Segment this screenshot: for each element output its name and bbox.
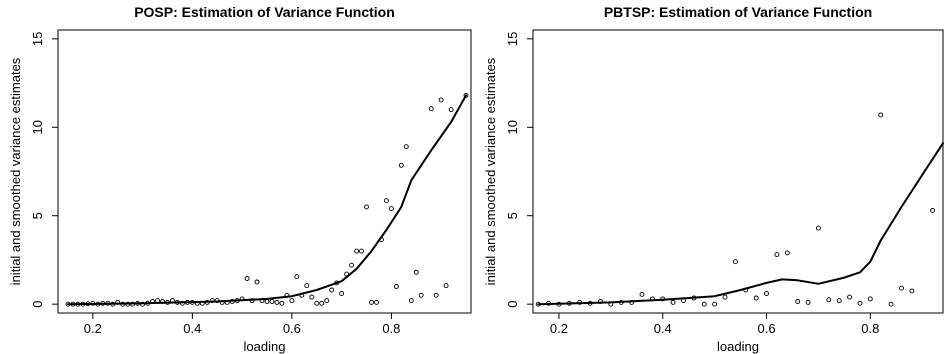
posp-initial-estimate-point (403, 144, 409, 150)
pbtsp-initial-estimate-point (670, 299, 676, 305)
pbtsp-x-tick-label: 0.8 (861, 321, 879, 336)
posp-initial-estimate-point (324, 298, 330, 304)
pbtsp-initial-estimate-point (815, 225, 821, 231)
posp-initial-estimate-point (329, 287, 335, 293)
posp-initial-estimate-point (354, 248, 360, 254)
posp-variance-plot: POSP: Estimation of Variance Function loa… (8, 4, 472, 354)
pbtsp-initial-estimate-point (867, 296, 873, 302)
posp-initial-estimate-point (254, 279, 260, 285)
posp-x-axis-label: loading (244, 339, 286, 354)
pbtsp-initial-estimate-point (795, 299, 801, 304)
posp-chart-title: POSP: Estimation of Variance Function (134, 4, 395, 20)
posp-initial-estimate-point (369, 299, 374, 305)
pbtsp-initial-estimate-point (899, 285, 904, 291)
posp-initial-estimate-point (294, 274, 300, 280)
pbtsp-initial-estimate-point (712, 301, 718, 307)
pbtsp-initial-estimate-point (753, 295, 759, 301)
posp-initial-estimate-point (388, 206, 394, 212)
pbtsp-y-tick-label: 10 (505, 120, 520, 134)
pbtsp-initial-estimate-point (701, 301, 707, 307)
pbtsp-y-tick-label: 15 (505, 32, 520, 46)
pbtsp-initial-estimate-point (774, 252, 780, 258)
posp-initial-estimate-point (408, 298, 414, 304)
posp-initial-estimate-point (304, 283, 310, 289)
posp-initial-estimate-point (349, 262, 355, 268)
posp-y-tick-label: 0 (30, 301, 45, 308)
posp-initial-estimate-point (339, 291, 345, 296)
pbtsp-y-axis-label: initial and smoothed variance estimates (483, 57, 498, 285)
posp-smoothed-variance-line (67, 94, 467, 306)
posp-initial-estimate-point (393, 284, 399, 289)
posp-initial-estimate-point (428, 106, 434, 112)
pbtsp-initial-estimate-point (722, 294, 728, 300)
posp-initial-estimate-point (314, 300, 320, 306)
posp-initial-estimate-point (413, 269, 419, 275)
posp-initial-estimate-point (359, 248, 364, 254)
pbtsp-x-tick-label: 0.4 (654, 321, 672, 336)
pbtsp-initial-estimate-point (909, 288, 915, 294)
posp-y-axis-label: initial and smoothed variance estimates (8, 57, 23, 285)
pbtsp-x-axis-label: loading (717, 339, 759, 354)
posp-plot-frame (57, 29, 472, 314)
pbtsp-initial-estimate-point (784, 250, 790, 256)
posp-initial-estimate-point (319, 300, 325, 306)
posp-initial-estimate-point (433, 292, 439, 298)
pbtsp-initial-estimate-point (836, 298, 842, 304)
posp-x-tick-label: 0.2 (84, 321, 102, 336)
posp-y-tick-label: 5 (30, 212, 45, 219)
posp-x-tick-label: 0.6 (283, 321, 301, 336)
pbtsp-x-tick-label: 0.6 (758, 321, 776, 336)
pbtsp-initial-estimate-point (930, 207, 936, 213)
pbtsp-y-tick-label: 5 (505, 212, 520, 219)
pbtsp-chart-title: PBTSP: Estimation of Variance Function (604, 4, 872, 20)
pbtsp-initial-estimate-point (826, 297, 832, 303)
pbtsp-initial-estimate-point (847, 294, 853, 300)
pbtsp-initial-estimate-point (878, 112, 884, 118)
posp-initial-estimate-point (244, 276, 250, 281)
pbtsp-plot-frame (532, 29, 944, 314)
posp-y-tick-label: 10 (30, 120, 45, 134)
posp-initial-estimate-point (383, 198, 389, 204)
posp-initial-estimate-point (443, 283, 449, 289)
posp-initial-estimate-point (418, 292, 424, 298)
posp-x-tick-label: 0.4 (183, 321, 201, 336)
posp-initial-estimate-point (309, 294, 315, 300)
pbtsp-initial-estimate-point (732, 259, 738, 265)
posp-initial-estimate-point (364, 204, 369, 210)
pbtsp-initial-estimate-point (805, 299, 811, 305)
pbtsp-initial-estimate-point (764, 291, 769, 296)
posp-initial-estimate-point (289, 298, 295, 304)
posp-initial-estimate-point (274, 299, 280, 305)
posp-x-tick-label: 0.8 (382, 321, 400, 336)
pbtsp-initial-estimate-point (888, 301, 894, 307)
pbtsp-y-tick-label: 0 (505, 301, 520, 308)
posp-initial-estimate-point (438, 97, 444, 103)
pbtsp-smoothed-variance-line (537, 142, 944, 306)
posp-initial-estimate-point (279, 300, 285, 306)
pbtsp-x-tick-label: 0.2 (550, 321, 568, 336)
posp-initial-estimate-point (374, 299, 379, 305)
pbtsp-variance-plot: PBTSP: Estimation of Variance Function lo… (483, 4, 944, 354)
posp-initial-estimate-point (269, 299, 275, 304)
pbtsp-initial-estimate-point (857, 300, 863, 306)
posp-initial-estimate-point (398, 162, 404, 168)
posp-initial-estimate-point (448, 107, 454, 113)
posp-y-tick-label: 15 (30, 32, 45, 46)
pbtsp-initial-estimate-point (639, 291, 645, 297)
posp-initial-estimate-point (264, 299, 270, 304)
